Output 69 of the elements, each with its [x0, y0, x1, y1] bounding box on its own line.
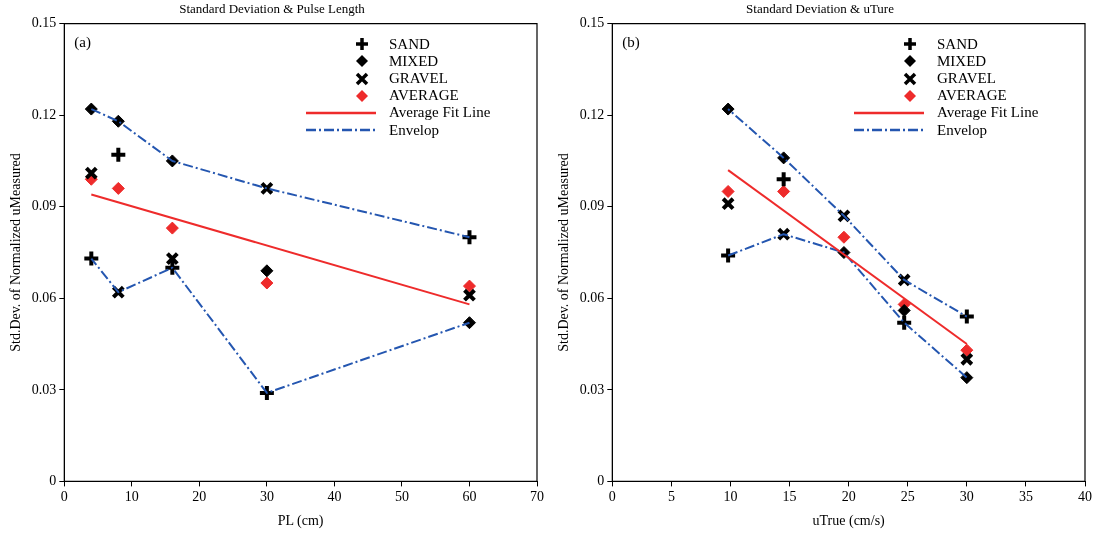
y-tick-label: 0.06: [31, 289, 57, 305]
x-tick-label: 15: [782, 489, 797, 505]
y-tick-label: 0.12: [31, 106, 57, 122]
point: [260, 264, 274, 278]
chart-title: Standard Deviation & uTure: [746, 1, 895, 17]
x-tick-label: 10: [124, 489, 139, 505]
legend-label: SAND: [937, 35, 978, 53]
point: [111, 181, 125, 195]
y-tick-label: 0.03: [579, 381, 605, 397]
y-tick-label: 0.15: [579, 15, 605, 31]
point: [960, 343, 974, 357]
y-tick-label: 0.15: [31, 15, 57, 31]
x-tick-label: 20: [841, 489, 856, 505]
x-axis-title: uTrue (cm/s): [812, 513, 886, 530]
point: [165, 221, 179, 235]
point: [897, 303, 911, 317]
y-tick-label: 0.06: [579, 289, 605, 305]
legend-label: Average Fit Line: [389, 104, 491, 122]
point: [957, 307, 976, 326]
point: [260, 276, 274, 290]
annotation: (b): [622, 34, 640, 52]
point: [462, 279, 476, 293]
x-tick-label: 5: [667, 489, 675, 505]
x-tick-label: 50: [394, 489, 409, 505]
x-axis-title: PL (cm): [277, 513, 324, 530]
y-tick-label: 0: [597, 473, 605, 489]
y-tick-label: 0: [49, 473, 57, 489]
legend-label: GRAVEL: [937, 70, 996, 88]
x-tick-label: 70: [530, 489, 544, 505]
point: [109, 145, 128, 164]
x-tick-label: 0: [608, 489, 616, 505]
point: [959, 352, 974, 367]
legend-label: MIXED: [389, 52, 439, 70]
y-tick-label: 0.03: [31, 381, 57, 397]
annotation: (a): [74, 34, 91, 52]
chart-title: Standard Deviation & Pulse Length: [179, 1, 366, 17]
point: [82, 249, 101, 268]
x-tick-label: 40: [1078, 489, 1092, 505]
y-tick-label: 0.09: [579, 198, 605, 214]
legend-label: MIXED: [937, 52, 987, 70]
legend-label: AVERAGE: [937, 87, 1007, 105]
x-tick-label: 30: [259, 489, 274, 505]
x-tick-label: 10: [723, 489, 738, 505]
point: [721, 184, 735, 198]
point: [721, 102, 735, 116]
x-tick-label: 30: [959, 489, 974, 505]
point: [84, 166, 99, 181]
y-tick-label: 0.09: [31, 198, 57, 214]
x-tick-label: 20: [192, 489, 207, 505]
legend-label: GRAVEL: [389, 70, 448, 88]
legend-label: SAND: [389, 35, 430, 53]
point: [837, 230, 851, 244]
y-axis-title: Std.Dev. of Normalized uMeasured: [556, 153, 572, 352]
legend-label: Envelop: [937, 121, 987, 139]
legend-label: AVERAGE: [389, 87, 459, 105]
point: [777, 184, 791, 198]
legend-label: Envelop: [389, 121, 439, 139]
x-tick-label: 60: [462, 489, 477, 505]
y-axis-title: Std.Dev. of Normalized uMeasured: [8, 153, 24, 352]
x-tick-label: 0: [60, 489, 68, 505]
y-tick-label: 0.12: [579, 106, 605, 122]
point: [462, 288, 477, 303]
point: [774, 170, 793, 189]
legend-label: Average Fit Line: [937, 104, 1039, 122]
x-tick-label: 35: [1018, 489, 1033, 505]
x-tick-label: 25: [900, 489, 915, 505]
point: [721, 196, 736, 211]
x-tick-label: 40: [327, 489, 342, 505]
point: [895, 313, 914, 332]
